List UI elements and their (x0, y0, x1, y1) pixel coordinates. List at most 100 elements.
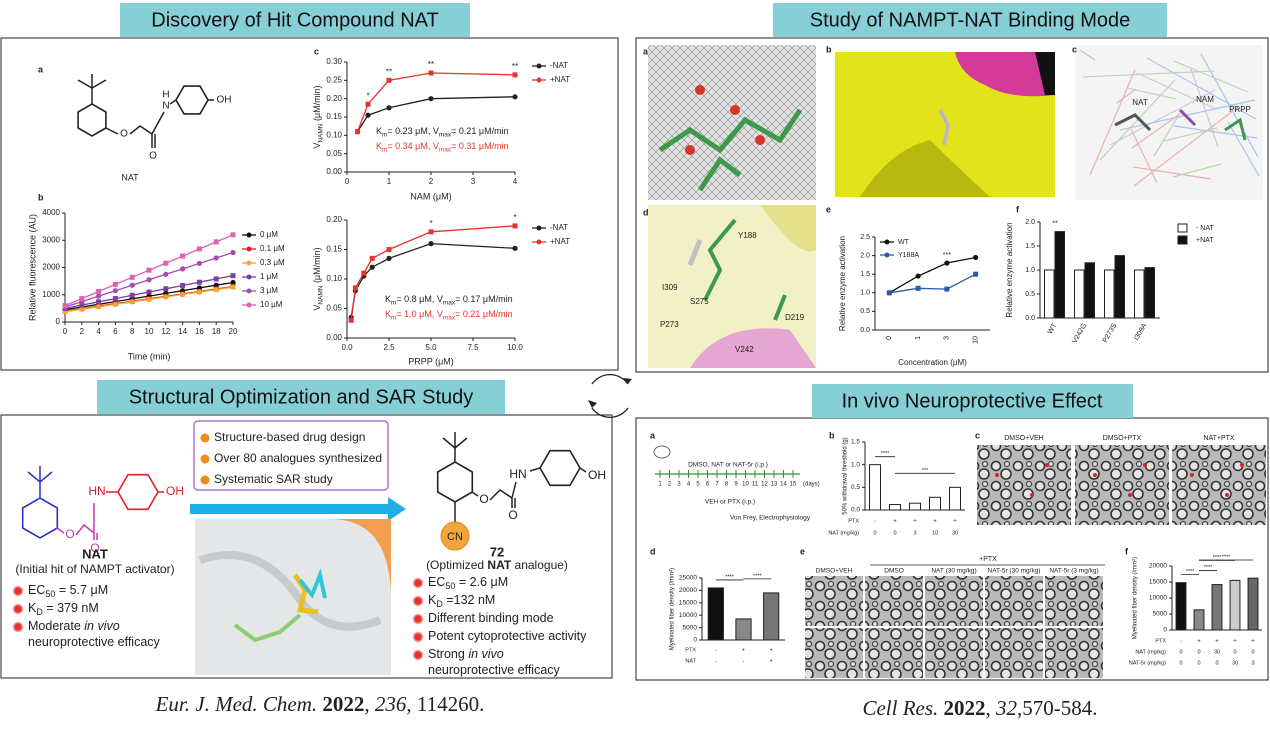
text-run: K (376, 126, 382, 136)
point (369, 264, 375, 270)
text-run: 236 (375, 692, 407, 716)
condition-label: NAT-5r (mg/kg) (1129, 660, 1166, 666)
y-tick-label: 0.15 (326, 245, 342, 254)
ligand-label: NAM (1196, 95, 1214, 104)
y-tick-label: 4000 (42, 208, 60, 217)
condition-label: NAT (685, 658, 696, 664)
text-run: , 114260. (406, 692, 484, 716)
point (915, 285, 921, 291)
significance: **** (753, 573, 762, 579)
point (915, 273, 921, 279)
condition-value: - (715, 647, 717, 653)
atom: HN (88, 484, 105, 498)
bar (1054, 231, 1065, 319)
significance: ** (386, 67, 392, 76)
title-banner (812, 384, 1133, 418)
bar (949, 486, 961, 511)
point (348, 317, 354, 323)
text-run: m (391, 314, 396, 321)
significance: *** (922, 468, 929, 474)
y-tick-label: 0.20 (326, 215, 342, 224)
y-tick-label: 1.0 (1025, 267, 1035, 274)
legend-label: +NAT (550, 75, 570, 84)
citation: Cell Res. 2022, 32,570-584. (862, 696, 1097, 720)
point (112, 281, 118, 287)
point (213, 255, 219, 261)
condition-value: 10 (932, 530, 938, 536)
panel-label: a (38, 64, 44, 74)
condition-value: 30 (1232, 660, 1238, 666)
condition-value: 30 (1214, 649, 1220, 655)
section-title: In vivo Neuroprotective Effect (842, 390, 1103, 412)
day-label: 12 (761, 482, 768, 488)
text-run: D (436, 599, 443, 609)
atom: O (479, 492, 488, 506)
bond (105, 127, 119, 135)
panel-frame (0, 37, 619, 371)
panel-label: c (1072, 44, 1077, 54)
arrow (190, 497, 406, 521)
ring (21, 497, 59, 539)
condition-value: + (913, 518, 916, 524)
day-label: 13 (771, 482, 778, 488)
bullet (12, 585, 24, 597)
residue-label: V242 (735, 345, 754, 354)
significance: **** (1186, 569, 1195, 575)
point (973, 254, 979, 261)
bar (929, 496, 941, 511)
bond (579, 467, 587, 473)
point (62, 303, 68, 309)
y-axis-label: VNAMN (μM/min) (312, 247, 324, 310)
image-label: DMSO (884, 568, 904, 575)
y-axis-label: Myelinated fiber density (/mm²) (1133, 557, 1139, 639)
point (112, 296, 118, 302)
bond (1099, 79, 1176, 161)
kinetics-note: Km= 0.34 μM, Vmax= 0.31 μM/min (376, 141, 509, 153)
bond (1132, 166, 1212, 180)
panel-label: b (829, 430, 835, 440)
point (428, 241, 434, 247)
x-axis-label: Time (min) (128, 351, 171, 361)
bond (1119, 99, 1256, 131)
x-tick-label: 10.0 (507, 343, 523, 352)
micrograph (985, 576, 1043, 626)
text-run: EC (428, 575, 445, 589)
x-axis-label: PRPP (μM) (408, 356, 454, 366)
condition-value: - (874, 518, 876, 524)
panel-label: e (826, 204, 831, 214)
text-run: = 0.31 μM/min (451, 141, 508, 151)
cycle-arrow (591, 374, 629, 385)
y-tick-label: 0 (56, 317, 61, 326)
image-label: NAT-5r (30 mg/kg) (988, 568, 1041, 575)
legend-marker (246, 246, 252, 252)
bond (1173, 60, 1249, 93)
point (163, 294, 169, 300)
significance: *** (943, 252, 951, 259)
text-run: , (364, 692, 375, 716)
condition-label: PTX (848, 518, 859, 524)
text-run: V (312, 305, 322, 311)
legend-label: 10 μM (260, 300, 283, 309)
day-label: 4 (687, 482, 691, 488)
point (129, 274, 135, 280)
image-label: DMSO+PTX (1103, 435, 1142, 442)
text-run: m (382, 131, 387, 138)
condition-value: + (770, 658, 773, 664)
surface-shadow (198, 551, 382, 631)
point (944, 286, 950, 292)
series-line (889, 273, 976, 294)
text-run: max (439, 131, 452, 138)
micrograph (865, 576, 923, 626)
legend-marker (246, 260, 252, 266)
bullet (412, 595, 424, 607)
x-tick-label: 1 (387, 177, 392, 186)
marker-dot (1128, 493, 1132, 497)
text-run: 50 (45, 589, 55, 599)
bar (1114, 255, 1125, 319)
micrograph (1045, 628, 1103, 678)
point (213, 286, 219, 293)
y-tick-label: 0.30 (326, 57, 342, 66)
micrograph (977, 445, 1071, 525)
bond (1079, 49, 1096, 61)
legend-marker (246, 232, 252, 238)
